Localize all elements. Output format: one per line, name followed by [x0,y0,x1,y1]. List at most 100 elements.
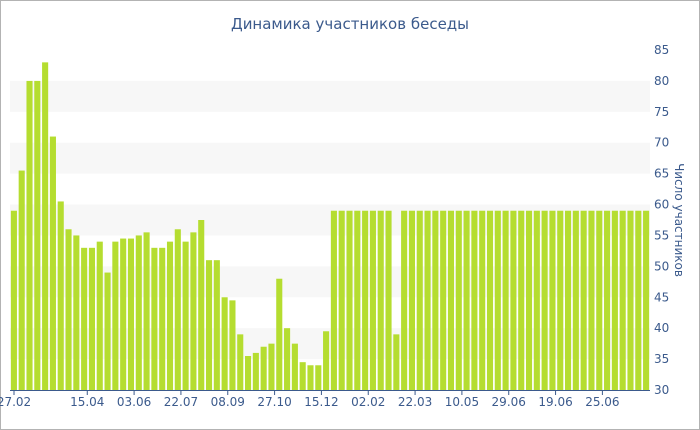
x-tick-label: 25.06 [585,395,619,409]
grid-band [10,80,650,112]
x-tick-label: 29.06 [492,395,526,409]
x-tick-label: 15.12 [304,395,338,409]
y-tick-label: 65 [654,167,669,181]
x-tick-label: 27.10 [257,395,291,409]
bar [362,210,369,390]
bar [565,210,572,390]
bar [604,210,611,390]
bar [73,235,80,390]
bar [65,229,72,390]
bar [57,201,64,390]
bar [291,343,298,390]
bar [338,210,345,390]
bar [502,210,509,390]
y-tick-label: 70 [654,136,669,150]
y-tick-label: 55 [654,228,669,242]
bar [237,334,244,390]
bar [205,260,213,390]
y-tick-label: 50 [654,259,669,273]
bar [354,210,361,390]
bar [299,362,306,390]
bar [127,238,135,390]
bar [104,272,111,390]
y-tick-label: 85 [654,43,669,57]
y-tick-label: 45 [654,290,669,304]
y-tick-label: 30 [654,383,669,397]
bar [627,210,634,390]
bar [26,80,33,390]
bar [596,210,603,390]
bar [151,247,158,390]
bar [533,210,540,390]
bar [268,343,275,390]
bar [112,241,119,390]
bar [588,210,595,390]
bar [401,210,408,390]
bar [424,210,431,390]
bar [307,365,314,390]
bar [440,210,447,390]
bar [315,365,322,390]
bar [245,356,252,390]
bar [385,210,392,390]
chart-title: Динамика участников беседы [231,15,469,33]
bar [471,210,478,390]
bar [346,210,353,390]
bar [572,210,579,390]
bar [416,210,423,390]
y-tick-label: 35 [654,352,669,366]
bar [369,210,376,390]
bar [580,210,587,390]
bar [120,238,127,390]
bar [486,210,494,390]
bar [479,210,486,390]
bar [525,210,533,390]
bar [463,210,470,390]
y-axis-title: Число участников [672,163,686,277]
x-tick-label: 22.03 [398,395,432,409]
bar [276,278,283,390]
bar [518,210,525,390]
bar [447,210,455,390]
bar [323,331,330,390]
bar [159,247,166,390]
bar [408,210,415,390]
bar [229,300,236,390]
bar [432,210,439,390]
x-tick-label: 08.09 [211,395,245,409]
bar [252,352,259,390]
bar [494,210,501,390]
bar [88,247,95,390]
x-tick-label: 15.04 [70,395,104,409]
bar [198,220,205,390]
bar [549,210,556,390]
x-tick-label: 19.06 [538,395,572,409]
bar [330,210,337,390]
x-tick-label: 27.02 [0,395,31,409]
y-tick-label: 80 [654,74,669,88]
y-tick-label: 75 [654,105,669,119]
bar [635,210,642,390]
bar [42,62,49,391]
bar [34,80,41,390]
bar [619,210,626,390]
bar [10,210,17,390]
x-tick-label: 03.06 [117,395,151,409]
bar [541,210,548,390]
bar [166,241,174,390]
y-tick-label: 40 [654,321,669,335]
x-tick-label: 10.05 [445,395,479,409]
grid-band [10,142,650,174]
bar [174,229,181,390]
bar [643,210,650,390]
x-tick-label: 22.07 [164,395,198,409]
bar [96,241,103,390]
bar [393,334,400,390]
bar [81,247,88,390]
bar [611,210,618,390]
x-tick-label: 02.02 [351,395,385,409]
bar [557,210,564,390]
bar [455,210,462,390]
y-tick-label: 60 [654,198,669,212]
